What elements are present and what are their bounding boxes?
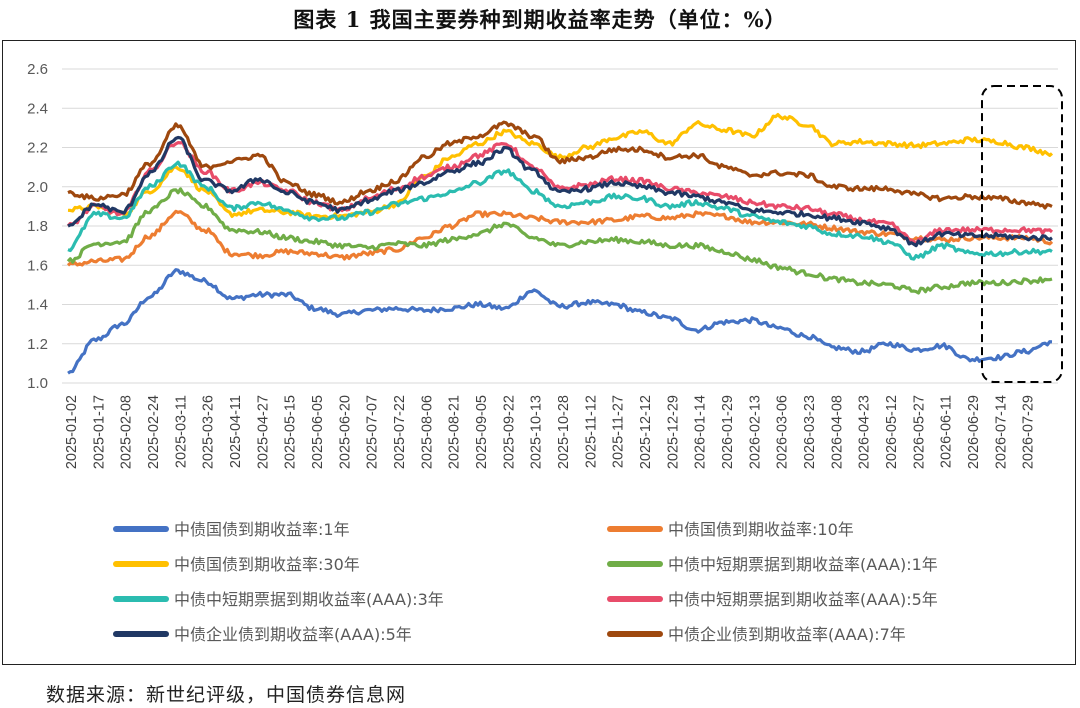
legend-entry: 中债国债到期收益率:1年	[174, 520, 350, 539]
y-tick-label: 1.2	[27, 336, 48, 353]
x-tick-label: 2025-09-05	[474, 395, 490, 469]
x-tick-label: 2025-12-12	[638, 395, 654, 469]
series-lines	[66, 112, 1054, 375]
legend-entry: 中债国债到期收益率:30年	[174, 555, 360, 574]
series-line	[67, 120, 1053, 210]
x-tick-label: 2025-09-22	[501, 395, 517, 469]
series-line	[67, 160, 1053, 261]
series-line	[67, 112, 1054, 221]
x-tick-label: 2025-04-27	[255, 395, 271, 469]
legend-entry: 中债中短期票据到期收益率(AAA):1年	[668, 555, 938, 574]
grid-lines	[62, 68, 1058, 384]
x-tick-label: 2026-02-13	[747, 395, 763, 469]
x-tick-label: 2025-03-26	[201, 395, 217, 469]
y-tick-label: 2.4	[27, 100, 48, 117]
y-axis-ticks: 1.0 1.2 1.4 1.6 1.8 2.0 2.2 2.4 2.6	[27, 61, 48, 392]
series-line	[66, 187, 1053, 295]
x-axis-ticks: 2025-01-02 2025-01-17 2025-02-08 2025-02-24…	[64, 395, 1037, 469]
x-tick-label: 2025-02-24	[146, 395, 162, 469]
legend-entry: 中债企业债到期收益率(AAA):7年	[668, 625, 906, 644]
legend-entry: 中债中短期票据到期收益率(AAA):3年	[174, 590, 444, 609]
series-line	[66, 209, 1054, 267]
x-tick-label: 2025-06-20	[337, 395, 353, 469]
x-tick-label: 2026-03-23	[802, 395, 818, 469]
x-tick-label: 2025-11-27	[611, 395, 627, 468]
x-tick-label: 2025-01-17	[91, 395, 107, 469]
x-tick-label: 2025-07-07	[365, 395, 381, 469]
data-source-note: 数据来源：新世纪评级，中国债券信息网	[46, 684, 407, 706]
x-tick-label: 2026-05-27	[911, 395, 927, 469]
x-tick-label: 2025-10-13	[529, 395, 545, 469]
x-tick-label: 2026-06-29	[966, 395, 982, 469]
x-tick-label: 2025-07-22	[392, 395, 408, 469]
x-tick-label: 2025-02-08	[119, 395, 135, 469]
x-tick-label: 2026-07-29	[1021, 395, 1037, 469]
legend-entry: 中债企业债到期收益率(AAA):5年	[174, 625, 412, 644]
chart-frame	[2, 40, 1076, 665]
x-tick-label: 2026-04-23	[857, 395, 873, 469]
y-tick-label: 2.2	[27, 140, 48, 157]
x-tick-label: 2025-11-12	[583, 395, 599, 468]
x-tick-label: 2026-07-14	[993, 395, 1009, 469]
x-tick-label: 2026-01-29	[720, 395, 736, 469]
series-line	[67, 135, 1053, 248]
page-title: 图表 1 我国主要券种到期收益率走势（单位：%）	[293, 7, 787, 32]
x-tick-label: 2025-06-05	[310, 395, 326, 469]
x-tick-label: 2026-06-11	[939, 395, 955, 468]
legend-entry: 中债国债到期收益率:10年	[668, 520, 854, 539]
x-tick-label: 2025-04-11	[228, 395, 244, 468]
y-tick-label: 1.8	[27, 218, 48, 235]
x-tick-label: 2026-01-14	[693, 395, 709, 469]
y-tick-label: 1.0	[27, 375, 48, 392]
x-tick-label: 2025-01-02	[64, 395, 80, 469]
y-tick-label: 1.4	[27, 297, 48, 314]
y-tick-label: 1.6	[27, 257, 48, 274]
legend-entry: 中债中短期票据到期收益率(AAA):5年	[668, 590, 938, 609]
x-tick-label: 2025-08-21	[447, 395, 463, 469]
x-tick-label: 2026-03-06	[775, 395, 791, 469]
y-tick-label: 2.6	[27, 61, 48, 78]
x-tick-label: 2025-12-29	[665, 395, 681, 469]
x-tick-label: 2025-10-28	[556, 395, 572, 469]
series-line	[67, 268, 1053, 375]
x-tick-label: 2026-05-12	[884, 395, 900, 469]
x-tick-label: 2025-05-15	[283, 395, 299, 469]
x-tick-label: 2025-08-06	[419, 395, 435, 469]
series-line	[66, 140, 1054, 246]
x-tick-label: 2026-04-08	[829, 395, 845, 469]
highlight-box	[981, 85, 1063, 383]
x-tick-label: 2025-03-11	[173, 395, 189, 468]
y-tick-label: 2.0	[27, 179, 48, 196]
